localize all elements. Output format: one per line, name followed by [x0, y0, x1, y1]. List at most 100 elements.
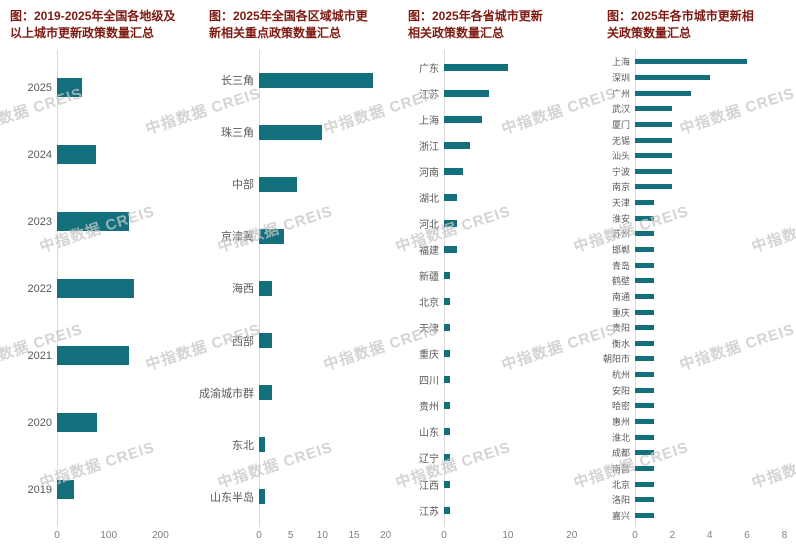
bar: [259, 385, 272, 401]
bar: [635, 465, 654, 471]
bar-track: [444, 184, 591, 210]
chart-panel-provinces: 图：2025年各省城市更新相关政策数量汇总 广东 江苏 上海 浙江 河南 湖北 河北 福建 新疆…: [398, 0, 597, 549]
category-label: 珠三角: [221, 127, 254, 140]
chart-row: 天津: [398, 315, 591, 341]
chart-row: 河北: [398, 210, 591, 236]
category-label: 淮北: [611, 432, 630, 443]
category-label: 朝阳市: [602, 354, 630, 365]
bar: [635, 497, 654, 503]
bar-track: [259, 54, 392, 106]
category-label: 衡水: [611, 338, 630, 349]
bar-track: [635, 242, 790, 258]
bar-track: [444, 158, 591, 184]
bar-track: [635, 304, 790, 320]
chart-row: 衡水: [597, 336, 790, 352]
category-label: 山东半岛: [210, 491, 254, 504]
bar-track: [635, 398, 790, 414]
bar-track: [635, 85, 790, 101]
category-label: 福建: [419, 245, 439, 257]
category-label: 2022: [27, 282, 52, 295]
chart-row: 宁波: [597, 163, 790, 179]
bar: [57, 346, 129, 365]
bar: [444, 167, 464, 175]
category-label: 无锡: [611, 135, 630, 146]
bar: [635, 200, 654, 206]
category-label: 江西: [419, 480, 439, 492]
bar: [444, 63, 508, 71]
chart-row: 嘉兴: [597, 508, 790, 524]
chart-row: 湖北: [398, 184, 591, 210]
bar-track: [635, 461, 790, 477]
category-label: 京津冀: [221, 231, 254, 244]
category-label: 重庆: [419, 350, 439, 362]
category-label: 湖北: [419, 193, 439, 205]
bar: [635, 247, 654, 252]
bar-track: [259, 315, 392, 367]
category-label: 辽宁: [419, 454, 439, 466]
bar: [444, 193, 457, 201]
chart-row: 惠州: [597, 414, 790, 430]
category-label: 淮安: [611, 213, 630, 224]
bar-track: [635, 54, 790, 70]
category-label: 西部: [232, 335, 254, 348]
bar-track: [444, 471, 591, 497]
bar: [444, 89, 489, 97]
bar: [259, 437, 266, 453]
chart-rows: 广东 江苏 上海 浙江 河南 湖北 河北 福建 新疆 北京 天津 重庆 四川 贵州 山东 辽宁 江西 江苏: [398, 50, 597, 525]
category-label: 南通: [611, 291, 630, 302]
x-tick-label: 100: [100, 530, 118, 541]
bar: [57, 78, 82, 97]
bar-track: [444, 315, 591, 341]
bar: [635, 356, 654, 362]
chart-panel-years: 图：2019-2025年全国各地级及以上城市更新政策数量汇总 2025 2024 2…: [0, 0, 199, 549]
bar-track: [635, 367, 790, 383]
x-tick-label: 5: [287, 530, 294, 541]
chart-row: 河南: [398, 158, 591, 184]
bar: [57, 212, 129, 231]
bar-track: [635, 210, 790, 226]
bar: [444, 350, 451, 358]
bar: [635, 59, 748, 65]
bar: [635, 325, 654, 331]
chart-row: 2024: [0, 121, 193, 188]
bar-track: [57, 255, 193, 322]
bar-track: [259, 210, 392, 262]
chart-row: 2023: [0, 188, 193, 255]
category-label: 长三角: [221, 75, 254, 88]
bar-track: [444, 341, 591, 367]
bar-track: [635, 445, 790, 461]
chart-row: 重庆: [597, 304, 790, 320]
category-label: 四川: [419, 376, 439, 388]
category-label: 天津: [611, 198, 630, 209]
chart-row: 西部: [199, 315, 392, 367]
category-label: 天津: [419, 324, 439, 336]
y-axis-line: [444, 50, 445, 527]
category-label: 河南: [419, 167, 439, 179]
category-label: 海西: [232, 283, 254, 296]
bar: [635, 293, 654, 299]
chart-row: 南昌: [597, 461, 790, 477]
bar-track: [444, 106, 591, 132]
category-label: 南京: [611, 182, 630, 193]
bar: [444, 454, 451, 462]
chart-row: 深圳: [597, 70, 790, 86]
bar-track: [444, 497, 591, 523]
bar-track: [635, 179, 790, 195]
chart-row: 新疆: [398, 263, 591, 289]
bar: [635, 231, 654, 237]
chart-row: 东北: [199, 419, 392, 471]
category-label: 邯郸: [611, 245, 630, 255]
chart-row: 广东: [398, 54, 591, 80]
chart-rows: 上海 深圳 广州 武汉 厦门 无锡 汕头 宁波 南京 天津 淮安 苏州 邯郸 青岛 鹤壁 南通 重庆 贵阳 衡水 朝阳…: [597, 50, 796, 525]
category-label: 2020: [27, 416, 52, 429]
chart-row: 淮安: [597, 210, 790, 226]
category-label: 成渝城市群: [199, 387, 254, 400]
bar-track: [259, 419, 392, 471]
x-axis: 0 5 10 15 20: [256, 525, 392, 545]
bar-track: [444, 236, 591, 262]
x-axis: 0 2 4 6 8: [632, 525, 790, 545]
chart-row: 北京: [398, 289, 591, 315]
bar-track: [635, 351, 790, 367]
x-axis: 0 100 200: [54, 525, 193, 545]
category-label: 广州: [611, 88, 630, 99]
